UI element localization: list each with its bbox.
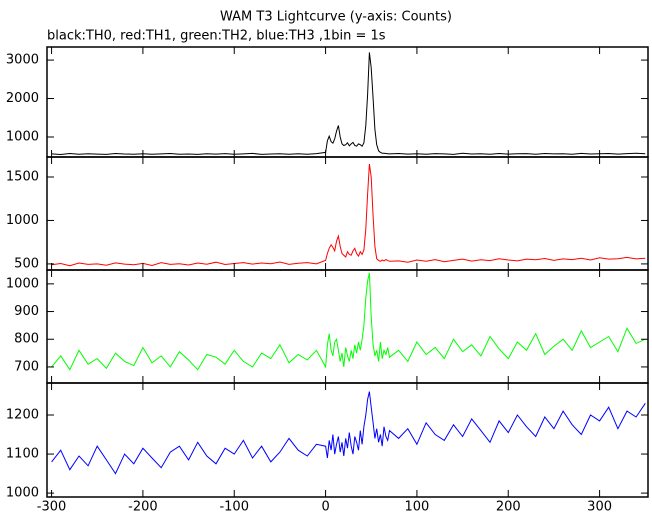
x-tick-label: -200 bbox=[128, 500, 158, 515]
y-tick-label: 3000 bbox=[6, 53, 39, 68]
data-line bbox=[51, 272, 646, 371]
data-line bbox=[51, 52, 646, 156]
x-tick-label: 0 bbox=[321, 500, 329, 515]
y-tick-label: 1000 bbox=[6, 213, 39, 228]
x-tick-label: 200 bbox=[496, 500, 521, 515]
y-tick-label: 1000 bbox=[6, 486, 39, 501]
y-tick-label: 900 bbox=[14, 304, 39, 319]
x-tick-label: -100 bbox=[219, 500, 249, 515]
x-tick-label: 300 bbox=[587, 500, 612, 515]
x-tick-label: -300 bbox=[37, 500, 67, 515]
y-tick-label: 500 bbox=[14, 256, 39, 271]
data-line bbox=[51, 391, 646, 475]
chart-title: WAM T3 Lightcurve (y-axis: Counts) bbox=[220, 10, 452, 25]
y-tick-label: 1000 bbox=[6, 130, 39, 145]
panel-frame bbox=[46, 382, 649, 498]
x-tick-label: 100 bbox=[405, 500, 430, 515]
y-tick-label: 1000 bbox=[6, 276, 39, 291]
y-tick-label: 2000 bbox=[6, 91, 39, 106]
y-tick-label: 1500 bbox=[6, 169, 39, 184]
panel-frame bbox=[46, 46, 649, 158]
y-tick-label: 700 bbox=[14, 359, 39, 374]
y-tick-label: 800 bbox=[14, 332, 39, 347]
y-tick-label: 1200 bbox=[6, 408, 39, 423]
y-tick-label: 1100 bbox=[6, 447, 39, 462]
panel-frame bbox=[46, 269, 649, 384]
chart-subtitle: black:TH0, red:TH1, green:TH2, blue:TH3 … bbox=[47, 29, 386, 44]
data-line bbox=[51, 163, 646, 267]
